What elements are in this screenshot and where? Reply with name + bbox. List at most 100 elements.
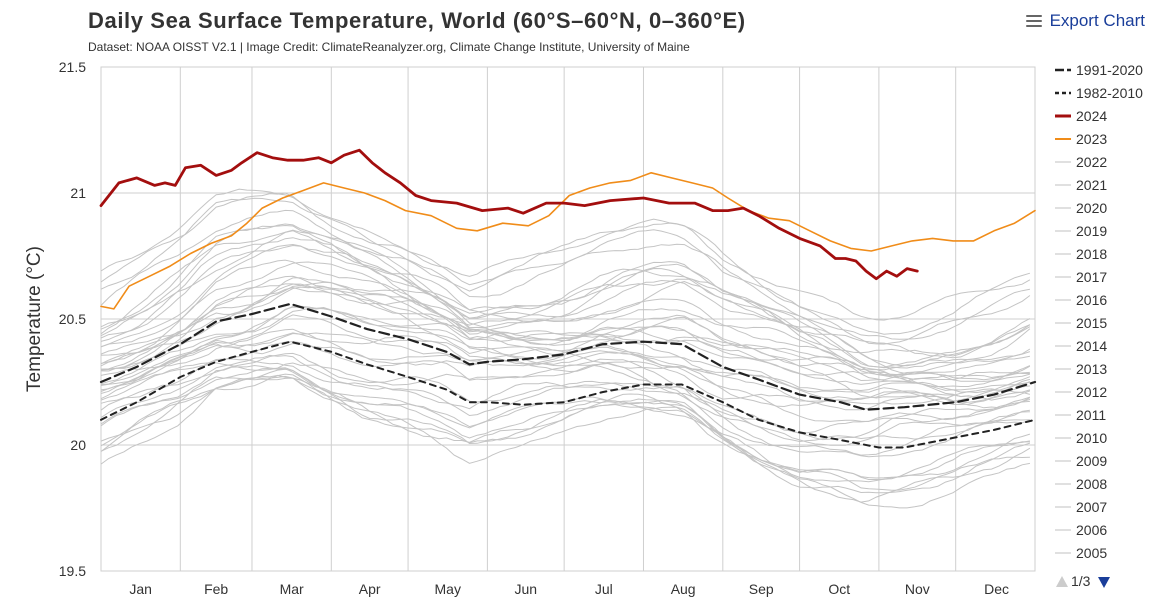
- legend-label: 2024: [1076, 108, 1107, 124]
- x-tick-label: Feb: [204, 581, 228, 597]
- background-year-line: [100, 305, 1030, 404]
- x-tick-label: Aug: [671, 581, 696, 597]
- background-year-line: [100, 314, 1031, 402]
- background-year-line: [100, 286, 1031, 398]
- y-tick-label: 20: [70, 437, 86, 453]
- chart-axes: 19.5 20 20.5 21 21.5 Jan Feb Mar Apr May Jun Jul Aug…: [24, 59, 1009, 597]
- background-year-line: [100, 277, 1030, 391]
- legend-label: 2008: [1076, 476, 1107, 492]
- background-year-line: [100, 283, 1031, 388]
- legend-item-2010[interactable]: 2010: [1055, 430, 1107, 446]
- background-year-line: [100, 354, 1030, 458]
- legend-label: 2023: [1076, 131, 1107, 147]
- legend-label: 2011: [1076, 407, 1106, 423]
- background-year-line: [100, 224, 1031, 367]
- triangle-up-icon: [1056, 576, 1068, 587]
- legend-item-1991-2020[interactable]: 1991-2020: [1055, 62, 1143, 78]
- legend-item-1982-2010[interactable]: 1982-2010: [1055, 85, 1143, 101]
- legend-item-2022[interactable]: 2022: [1055, 154, 1107, 170]
- legend-item-2014[interactable]: 2014: [1055, 338, 1107, 354]
- x-tick-label: Sep: [749, 581, 774, 597]
- legend-item-2023[interactable]: 2023: [1055, 131, 1107, 147]
- legend-label: 1991-2020: [1076, 62, 1143, 78]
- x-tick-label: Nov: [905, 581, 930, 597]
- chart-title: Daily Sea Surface Temperature, World (60…: [88, 8, 746, 33]
- background-year-line: [100, 376, 1031, 503]
- background-year-line: [100, 192, 1031, 335]
- legend-item-2009[interactable]: 2009: [1055, 453, 1107, 469]
- legend-item-2005[interactable]: 2005: [1055, 545, 1107, 561]
- y-tick-label: 21: [70, 185, 86, 201]
- x-tick-label: Jun: [514, 581, 537, 597]
- background-year-line: [100, 358, 1031, 456]
- legend-item-2018[interactable]: 2018: [1055, 246, 1107, 262]
- legend-item-2015[interactable]: 2015: [1055, 315, 1107, 331]
- legend-label: 2018: [1076, 246, 1107, 262]
- background-year-line: [100, 328, 1031, 408]
- background-year-line: [100, 373, 1031, 483]
- series-line-1991-2020: [99, 302, 1037, 411]
- legend-label: 2010: [1076, 430, 1107, 446]
- background-year-line: [100, 332, 1031, 411]
- background-year-line: [100, 364, 1030, 480]
- chart-subtitle: Dataset: NOAA OISST V2.1 | Image Credit:…: [88, 40, 690, 54]
- legend-label: 2020: [1076, 200, 1107, 216]
- background-year-line: [100, 229, 1031, 357]
- background-year-line: [100, 283, 1030, 383]
- y-tick-label: 19.5: [59, 563, 86, 579]
- background-year-line: [100, 307, 1031, 394]
- background-year-line: [100, 286, 1031, 401]
- legend-label: 2006: [1076, 522, 1107, 538]
- legend-label: 2005: [1076, 545, 1107, 561]
- legend-label: 1982-2010: [1076, 85, 1143, 101]
- legend-item-2008[interactable]: 2008: [1055, 476, 1107, 492]
- chart-legend: 1991-2020 1982-2010 2024 2023 2022 2021 2020 20…: [1055, 62, 1143, 589]
- legend-item-2020[interactable]: 2020: [1055, 200, 1107, 216]
- background-year-lines: [100, 188, 1031, 509]
- legend-item-2006[interactable]: 2006: [1055, 522, 1107, 538]
- background-year-line: [100, 374, 1030, 509]
- series-line-2024: [99, 148, 919, 281]
- background-year-line: [100, 197, 1031, 345]
- y-tick-label: 20.5: [59, 311, 86, 327]
- background-year-line: [100, 342, 1031, 441]
- x-tick-label: May: [435, 581, 461, 597]
- legend-item-2021[interactable]: 2021: [1055, 177, 1107, 193]
- background-year-line: [100, 306, 1031, 405]
- legend-item-2016[interactable]: 2016: [1055, 292, 1107, 308]
- legend-item-2013[interactable]: 2013: [1055, 361, 1107, 377]
- x-tick-label: Oct: [828, 581, 850, 597]
- legend-label: 2007: [1076, 499, 1107, 515]
- legend-item-2007[interactable]: 2007: [1055, 499, 1107, 515]
- export-chart-label: Export Chart: [1049, 11, 1145, 30]
- legend-label: 2009: [1076, 453, 1107, 469]
- legend-label: 2019: [1076, 223, 1107, 239]
- background-year-line: [100, 230, 1031, 359]
- legend-item-2024[interactable]: 2024: [1055, 108, 1107, 124]
- legend-label: 2017: [1076, 269, 1107, 285]
- legend-item-2019[interactable]: 2019: [1055, 223, 1107, 239]
- y-tick-label: 21.5: [59, 59, 86, 75]
- background-year-line: [100, 243, 1030, 375]
- legend-pager-text: 1/3: [1071, 573, 1091, 589]
- legend-label: 2022: [1076, 154, 1107, 170]
- legend-label: 2021: [1076, 177, 1107, 193]
- legend-item-2012[interactable]: 2012: [1055, 384, 1107, 400]
- export-chart-button[interactable]: Export Chart: [1025, 11, 1145, 31]
- background-year-line: [100, 188, 1031, 321]
- series-lines: [99, 148, 1037, 449]
- series-line-2023: [100, 172, 1036, 310]
- legend-item-2011[interactable]: 2011: [1055, 407, 1106, 423]
- background-year-line: [100, 209, 1030, 340]
- x-tick-label: Apr: [359, 581, 381, 597]
- background-year-line: [100, 362, 1030, 446]
- legend-label: 2013: [1076, 361, 1107, 377]
- x-tick-label: Jan: [129, 581, 152, 597]
- hamburger-menu-icon: [1025, 15, 1042, 27]
- legend-label: 2012: [1076, 384, 1107, 400]
- legend-item-2017[interactable]: 2017: [1055, 269, 1107, 285]
- x-tick-label: Dec: [984, 581, 1009, 597]
- legend-label: 2015: [1076, 315, 1107, 331]
- triangle-down-icon[interactable]: [1098, 577, 1110, 588]
